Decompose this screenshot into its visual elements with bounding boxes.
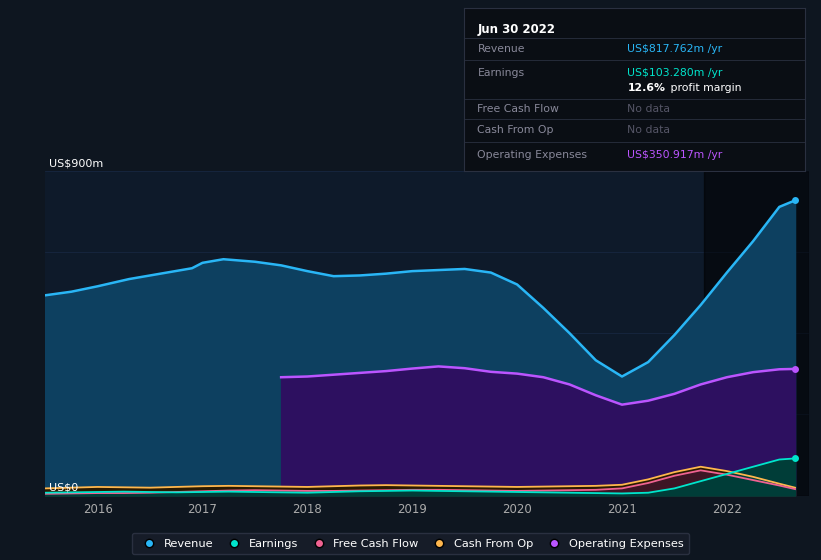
Text: US$817.762m /yr: US$817.762m /yr	[627, 44, 722, 54]
Bar	[704, 171, 809, 496]
Text: Revenue: Revenue	[478, 44, 525, 54]
Text: Free Cash Flow: Free Cash Flow	[478, 104, 559, 114]
Text: US$900m: US$900m	[49, 158, 103, 168]
Text: profit margin: profit margin	[667, 83, 741, 93]
Text: US$350.917m /yr: US$350.917m /yr	[627, 150, 722, 160]
Text: No data: No data	[627, 125, 671, 135]
Legend: Revenue, Earnings, Free Cash Flow, Cash From Op, Operating Expenses: Revenue, Earnings, Free Cash Flow, Cash …	[132, 533, 689, 554]
Text: Earnings: Earnings	[478, 68, 525, 78]
Text: Operating Expenses: Operating Expenses	[478, 150, 588, 160]
Text: No data: No data	[627, 104, 671, 114]
Text: US$103.280m /yr: US$103.280m /yr	[627, 68, 722, 78]
Text: Jun 30 2022: Jun 30 2022	[478, 23, 556, 36]
Text: Cash From Op: Cash From Op	[478, 125, 554, 135]
Text: US$0: US$0	[49, 483, 79, 493]
Text: 12.6%: 12.6%	[627, 83, 665, 93]
